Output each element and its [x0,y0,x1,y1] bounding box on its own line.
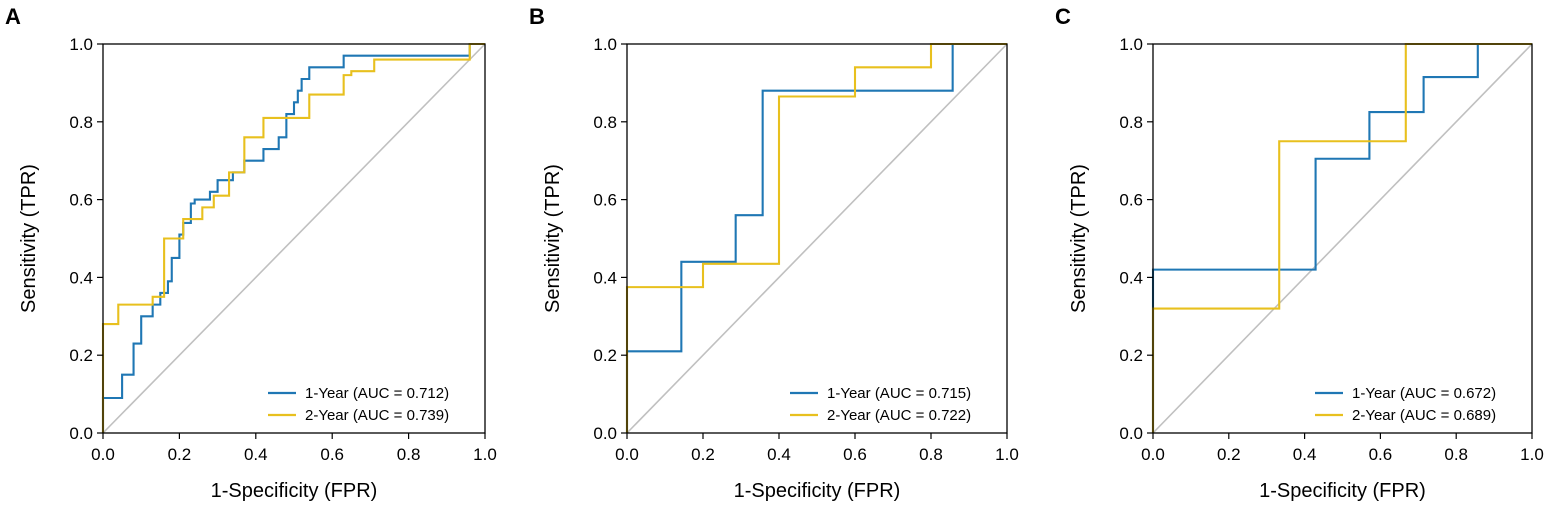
y-tick-label: 0.0 [593,424,617,443]
x-tick-label: 1.0 [473,445,497,464]
x-tick-label: 0.0 [91,445,115,464]
x-tick-label: 1.0 [1520,445,1544,464]
x-axis-label: 1-Specificity (FPR) [211,480,378,502]
panel-label: C [1055,4,1071,29]
x-tick-label: 0.6 [843,445,867,464]
panel-label: A [5,4,21,29]
y-tick-label: 0.4 [69,268,93,287]
x-tick-label: 0.2 [691,445,715,464]
legend-entry: 2-Year (AUC = 0.722) [827,407,971,424]
plot-frame [102,43,486,434]
x-tick-label: 0.8 [1444,445,1468,464]
y-tick-label: 0.6 [1119,191,1143,210]
x-tick-label: 0.6 [320,445,344,464]
x-axis-label: 1-Specificity (FPR) [1259,480,1426,502]
y-axis-label: Sensitivity (TPR) [18,164,40,313]
legend-entry: 2-Year (AUC = 0.739) [305,407,449,424]
roc-curve-2-year [101,42,485,433]
x-tick-label: 0.8 [397,445,421,464]
y-tick-label: 0.6 [69,191,93,210]
x-tick-label: 0.0 [1141,445,1165,464]
x-tick-label: 0.8 [919,445,943,464]
roc-panel-b: B 0.0 0.2 0.4 0.6 0.8 1.0 0.0 0.2 0.4 0.6 0.8 1.0 1-S… [529,4,1019,502]
y-tick-label: 0.4 [593,268,617,287]
y-tick-label: 0.8 [593,113,617,132]
legend-entry: 2-Year (AUC = 0.689) [1352,407,1496,424]
y-tick-label: 0.8 [69,113,93,132]
y-tick-label: 0.0 [69,424,93,443]
y-tick-label: 0.8 [1119,113,1143,132]
roc-curve-1-year [1151,42,1532,433]
x-tick-label: 0.4 [767,445,791,464]
y-tick-label: 0.6 [593,191,617,210]
x-axis-label: 1-Specificity (FPR) [734,480,901,502]
x-tick-label: 0.6 [1369,445,1393,464]
x-tick-label: 0.2 [1217,445,1241,464]
roc-panel-c: C 0.0 0.2 0.4 0.6 0.8 1.0 0.0 0.2 0.4 0.6 0.8 1.0 1-S… [1055,4,1544,502]
x-tick-label: 0.4 [244,445,268,464]
x-tick-label: 1.0 [995,445,1019,464]
y-tick-label: 0.2 [593,346,617,365]
diagonal-reference-line [626,43,1008,434]
legend: 1-Year (AUC = 0.712) 2-Year (AUC = 0.739) [268,385,449,424]
roc-curve-1-year [101,42,485,433]
diagonal-reference-line [102,43,486,434]
panel-label: B [529,4,545,29]
y-tick-label: 0.2 [1119,346,1143,365]
plot-frame [1152,43,1533,434]
y-axis-label: Sensitivity (TPR) [542,164,564,313]
x-tick-label: 0.4 [1293,445,1317,464]
legend-entry: 1-Year (AUC = 0.712) [305,385,449,402]
diagonal-reference-line [1152,43,1533,434]
legend-entry: 1-Year (AUC = 0.672) [1352,385,1496,402]
y-tick-label: 1.0 [1119,35,1143,54]
y-axis-label: Sensitivity (TPR) [1068,164,1090,313]
x-tick-label: 0.0 [615,445,639,464]
legend: 1-Year (AUC = 0.672) 2-Year (AUC = 0.689) [1315,385,1496,424]
y-tick-label: 1.0 [69,35,93,54]
roc-panel-a: A 0.0 0.2 0.4 0.6 0.8 1.0 0.0 0.2 0.4 0.6 0.8 1.0 1-S… [5,4,497,502]
roc-curve-1-year [625,42,1007,433]
x-tick-label: 0.2 [168,445,192,464]
legend: 1-Year (AUC = 0.715) 2-Year (AUC = 0.722) [790,385,971,424]
legend-entry: 1-Year (AUC = 0.715) [827,385,971,402]
y-tick-label: 0.2 [69,346,93,365]
y-tick-label: 0.0 [1119,424,1143,443]
y-tick-label: 0.4 [1119,268,1143,287]
y-tick-label: 1.0 [593,35,617,54]
roc-curve-2-year [625,42,1007,433]
plot-frame [626,43,1008,434]
